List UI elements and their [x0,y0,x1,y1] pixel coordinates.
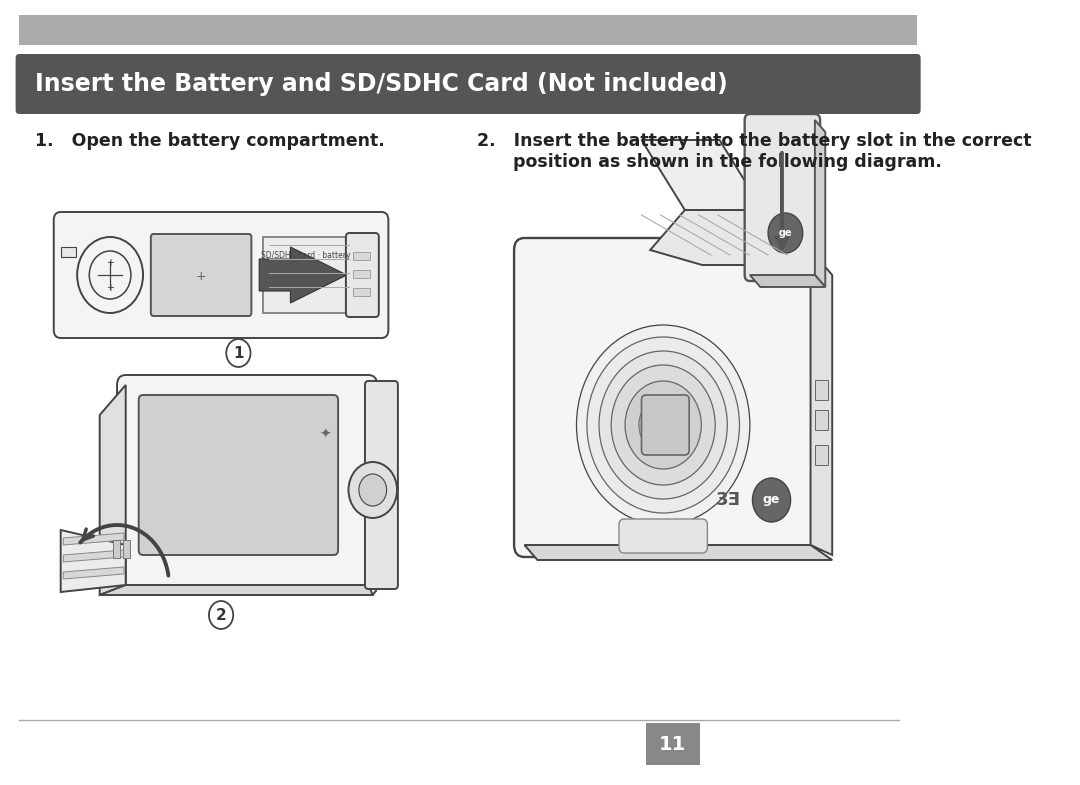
Text: 1: 1 [233,345,244,360]
FancyBboxPatch shape [262,237,349,313]
FancyBboxPatch shape [642,395,689,455]
Circle shape [753,478,791,522]
Bar [815,380,828,400]
FancyBboxPatch shape [745,114,820,281]
FancyBboxPatch shape [15,54,920,114]
Bar [19,15,917,45]
Circle shape [586,337,740,513]
Bar [353,252,370,260]
Polygon shape [650,210,811,265]
Circle shape [349,462,397,518]
Text: +: + [106,258,114,268]
Circle shape [768,213,802,253]
Text: 3Ǝ: 3Ǝ [716,491,741,509]
FancyBboxPatch shape [151,234,252,316]
Polygon shape [642,140,762,210]
Polygon shape [750,275,825,287]
Circle shape [639,397,688,453]
Bar [815,445,828,465]
Bar [60,247,77,257]
FancyBboxPatch shape [54,212,389,338]
Polygon shape [99,585,373,595]
Text: SD/SDHC card · battery: SD/SDHC card · battery [261,250,351,260]
Text: 2: 2 [216,608,227,623]
FancyBboxPatch shape [514,238,821,557]
Polygon shape [811,250,833,555]
Polygon shape [815,120,825,287]
Polygon shape [525,545,833,560]
Circle shape [611,365,715,485]
Bar [646,723,700,765]
Bar [112,540,120,558]
Text: ✦: ✦ [320,428,330,442]
Polygon shape [64,533,124,545]
FancyBboxPatch shape [346,233,379,317]
FancyBboxPatch shape [117,375,377,595]
FancyBboxPatch shape [365,381,397,589]
Polygon shape [60,530,125,592]
Text: ge: ge [762,494,780,506]
Bar [353,270,370,278]
Polygon shape [64,567,124,579]
Bar [815,410,828,430]
Bar [123,540,130,558]
Bar [353,288,370,296]
Circle shape [227,339,251,367]
Circle shape [208,601,233,629]
Text: 11: 11 [659,735,686,754]
Text: position as shown in the following diagram.: position as shown in the following diagr… [476,153,942,171]
Circle shape [577,325,750,525]
Circle shape [625,381,701,469]
Polygon shape [259,247,347,303]
Text: Insert the Battery and SD/SDHC Card (Not included): Insert the Battery and SD/SDHC Card (Not… [35,72,728,96]
Text: 2.   Insert the battery into the battery slot in the correct: 2. Insert the battery into the battery s… [476,132,1031,150]
Text: ge: ge [779,228,793,238]
Polygon shape [99,385,125,595]
Polygon shape [64,550,124,562]
FancyBboxPatch shape [138,395,338,555]
Circle shape [599,351,727,499]
Text: +: + [106,283,114,293]
Text: 1.   Open the battery compartment.: 1. Open the battery compartment. [35,132,384,150]
FancyBboxPatch shape [619,519,707,553]
Circle shape [359,474,387,506]
Text: +: + [195,271,206,283]
